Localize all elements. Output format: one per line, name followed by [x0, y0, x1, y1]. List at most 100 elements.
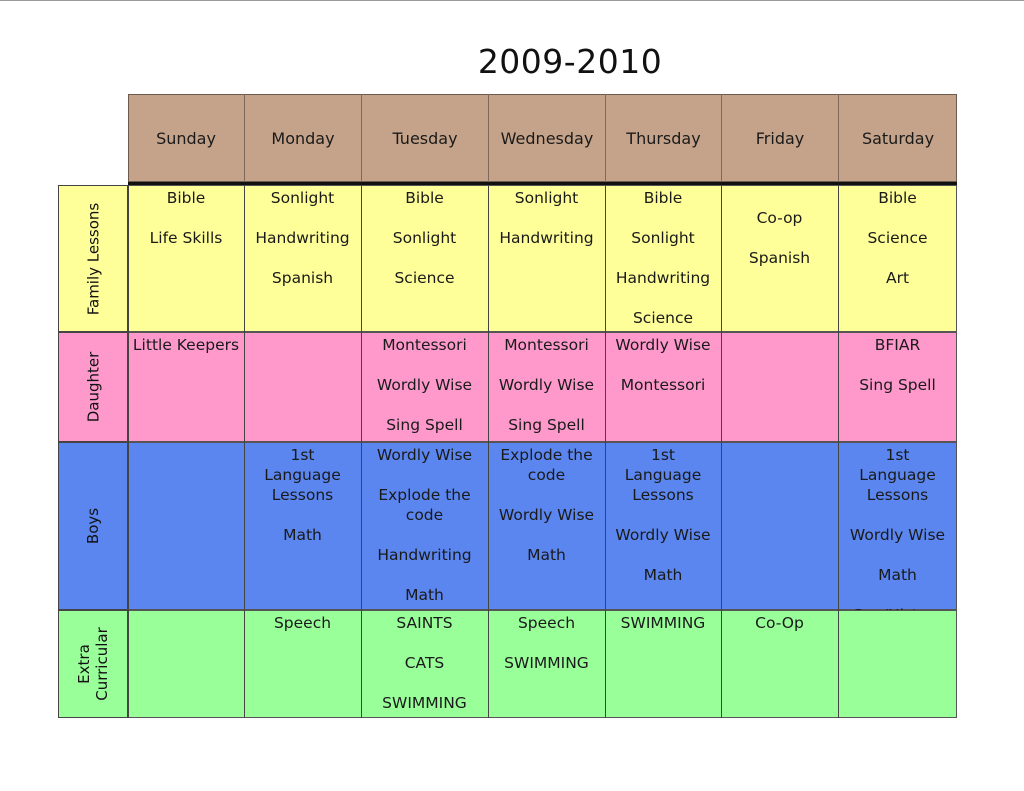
schedule-item: Math [283, 526, 322, 544]
schedule-item: Sonlight [392, 229, 457, 247]
column-divider [838, 185, 839, 718]
schedule-item: SAINTS [396, 614, 453, 632]
schedule-item: Handwriting [615, 269, 711, 287]
schedule-item: Math [527, 546, 566, 564]
schedule-item: Bible [166, 189, 206, 207]
cell-boys-sunday [128, 442, 244, 610]
cell-family-lessons-wednesday: Sonlight Handwriting [488, 185, 605, 332]
schedule-item: 1st Language Lessons [264, 446, 341, 504]
schedule-item: Math [643, 566, 683, 584]
day-header-wednesday: Wednesday [488, 94, 605, 182]
day-header-monday: Monday [244, 94, 361, 182]
day-header-sunday: Sunday [156, 128, 216, 148]
schedule-item: Wordly Wise [615, 526, 711, 544]
schedule-item: Bible [405, 189, 444, 207]
schedule-item: Math [405, 586, 444, 604]
schedule-item: Science [867, 229, 928, 247]
header-divider [128, 182, 957, 185]
cell-extra-curricular-saturday [838, 610, 957, 718]
day-header-friday: Friday [721, 94, 838, 182]
schedule-item: 1st Language Lessons [859, 446, 936, 504]
cell-daughter-wednesday: Montessori Wordly Wise Sing Spell [488, 332, 605, 442]
schedule-item: SWIMMING [504, 654, 589, 672]
cell-extra-curricular-sunday [128, 610, 244, 718]
cell-boys-thursday: 1st Language Lessons Wordly Wise Math [605, 442, 721, 610]
row-label-text: Daughter [84, 351, 102, 423]
cell-extra-curricular-friday: Co-Op [721, 610, 838, 718]
schedule-item: Sonlight [514, 189, 579, 207]
schedule-item: CATS [404, 654, 445, 672]
cell-daughter-monday [244, 332, 361, 442]
row-band-daughter [58, 332, 957, 442]
schedule-item: Explode the code [378, 486, 471, 524]
cell-family-lessons-saturday: Bible Science Art [838, 185, 957, 332]
day-header-thursday: Thursday [605, 94, 721, 182]
schedule-item: Sonlight [631, 229, 695, 247]
cell-extra-curricular-wednesday: Speech SWIMMING [488, 610, 605, 718]
schedule-item: Wordly Wise [498, 376, 595, 394]
schedule-item: Life Skills [149, 229, 223, 247]
cell-daughter-thursday: Wordly Wise Montessori [605, 332, 721, 442]
day-header-bar [128, 94, 957, 182]
schedule-item: Bible [643, 189, 683, 207]
day-header-saturday: Saturday [838, 94, 957, 182]
column-divider [721, 185, 722, 718]
schedule-item: Sonlight [270, 189, 335, 207]
schedule-item: Science [394, 269, 455, 287]
schedule-item: Montessori [382, 336, 467, 354]
cell-extra-curricular-thursday: SWIMMING [605, 610, 721, 718]
column-divider [488, 185, 489, 718]
schedule-item: Sing Spell [386, 416, 463, 434]
cell-family-lessons-thursday: Bible Sonlight Handwriting Science [605, 185, 721, 332]
schedule-item: 1st Language Lessons [624, 446, 702, 504]
cell-extra-curricular-tuesday: SAINTS CATS SWIMMING [361, 610, 488, 718]
row-label-boys: Boys [58, 442, 128, 610]
schedule-item: Bible [878, 189, 917, 207]
cell-family-lessons-friday: Co-op Spanish [721, 185, 838, 332]
column-divider [128, 185, 129, 718]
schedule-item: Wordly Wise [376, 376, 473, 394]
schedule-item: BFIAR [874, 336, 921, 354]
schedule-item: SWIMMING [620, 614, 706, 632]
schedule-item: Montessori [620, 376, 706, 394]
schedule-item: Spanish [748, 249, 811, 267]
row-label-text: Boys [83, 507, 102, 545]
row-band-family-lessons [58, 185, 957, 332]
cell-daughter-tuesday: Montessori Wordly Wise Sing Spell [361, 332, 488, 442]
cell-boys-tuesday: Wordly Wise Explode the code Handwriting Ma… [361, 442, 488, 610]
cell-daughter-friday [721, 332, 838, 442]
schedule-item: Co-op [756, 209, 803, 227]
cell-family-lessons-sunday: Bible Life Skills [128, 185, 244, 332]
day-header-tuesday: Tuesday [361, 94, 488, 182]
row-label-family-lessons: Family Lessons [58, 185, 128, 332]
schedule-item: Montessori [504, 336, 589, 354]
schedule-item: Handwriting [499, 229, 594, 247]
schedule-item: Little Keepers [132, 336, 240, 354]
schedule-item: Explode the code [500, 446, 593, 484]
column-divider [361, 185, 362, 718]
cell-boys-wednesday: Explode the code Wordly Wise Math [488, 442, 605, 610]
schedule-item: Wordly Wise [498, 506, 595, 524]
schedule-item: SWIMMING [382, 694, 467, 712]
schedule-item: Art [885, 269, 910, 287]
schedule-item: Handwriting [377, 546, 472, 564]
page-title: 2009-2010 [477, 42, 663, 81]
schedule-item: Handwriting [255, 229, 350, 247]
cell-boys-monday: 1st Language Lessons Math [244, 442, 361, 610]
schedule-item: Speech [517, 614, 576, 632]
schedule-item: Wordly Wise [615, 336, 711, 354]
cell-daughter-saturday: BFIAR Sing Spell [838, 332, 957, 442]
schedule-item: Spanish [271, 269, 334, 287]
schedule-item: Sing Spell [508, 416, 585, 434]
cell-family-lessons-monday: Sonlight Handwriting Spanish [244, 185, 361, 332]
cell-daughter-sunday: Little Keepers [128, 332, 244, 442]
top-rule [0, 0, 1024, 1]
cell-extra-curricular-monday: Speech [244, 610, 361, 718]
schedule-item: Sing Spell [859, 376, 936, 394]
schedule-item: Wordly Wise [376, 446, 473, 464]
column-divider [244, 185, 245, 718]
row-label-text: Family Lessons [84, 202, 102, 315]
schedule-item: Co-Op [755, 614, 804, 632]
row-band-boys [58, 442, 957, 610]
